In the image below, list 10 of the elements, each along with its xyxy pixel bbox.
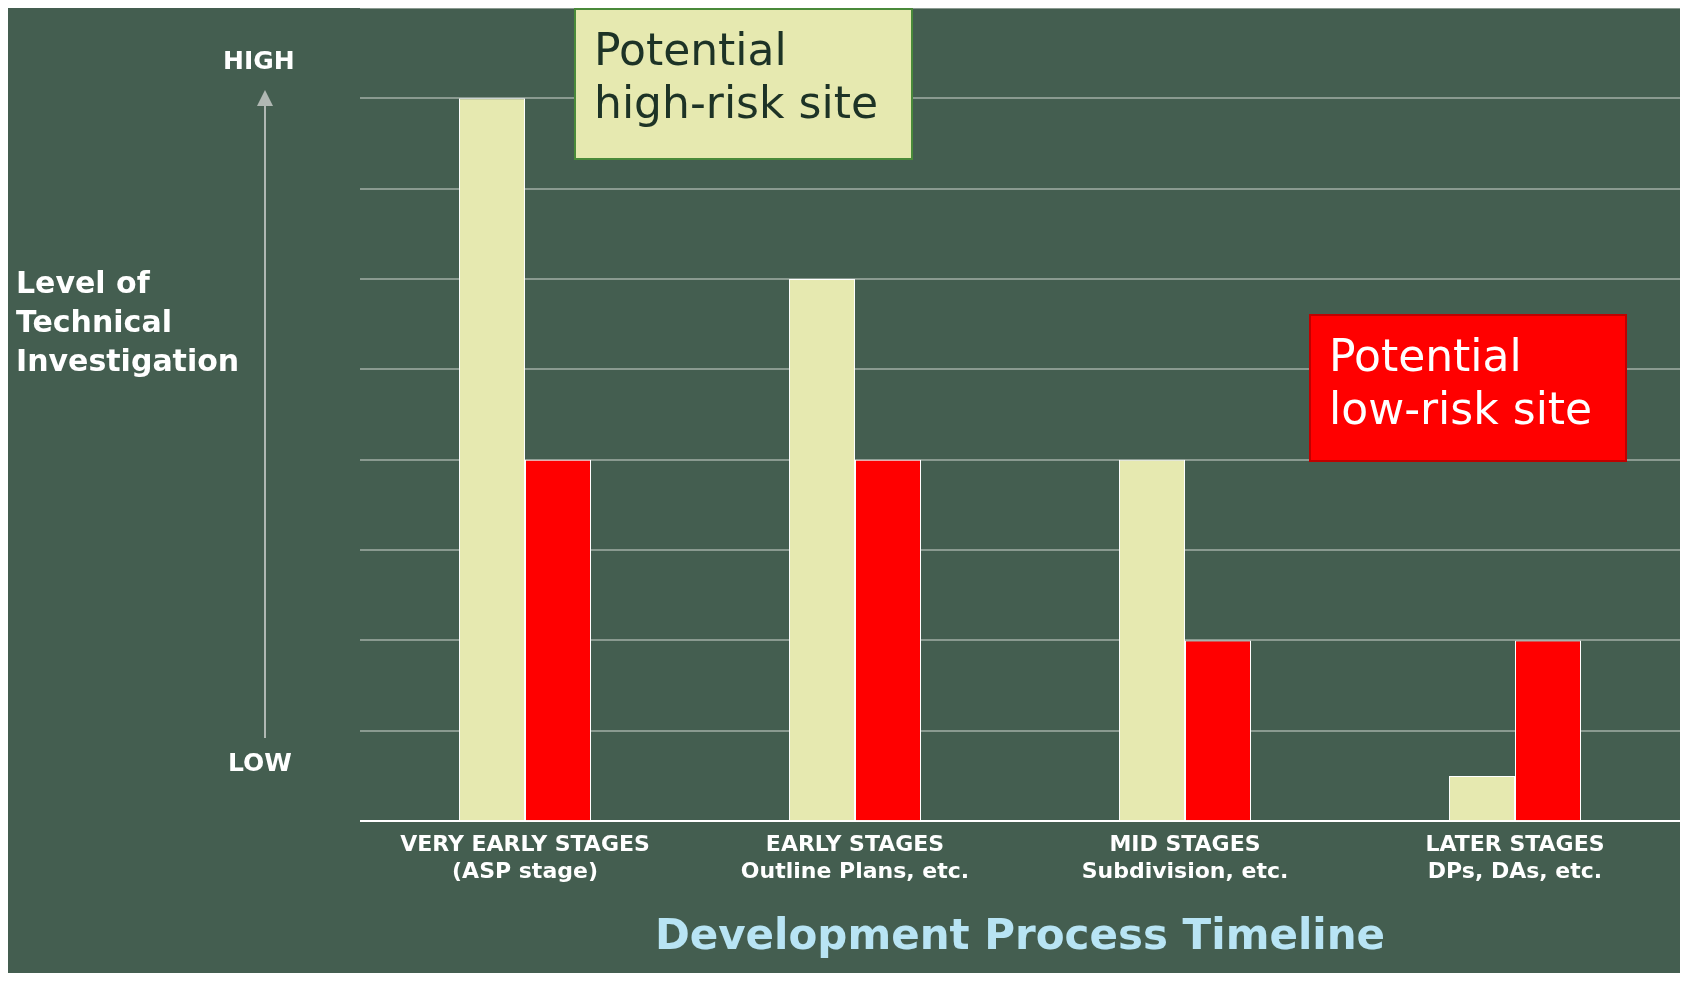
x-tick-label: LATER STAGES DPs, DAs, etc. [1425,831,1605,883]
text: LOW [228,748,292,777]
x-tick-label: VERY EARLY STAGES (ASP stage) [400,831,650,883]
x-axis-title: Development Process Timeline [653,909,1387,961]
x-tick-label: EARLY STAGES Outline Plans, etc. [740,831,970,883]
x-tick-label: MID STAGES Subdivision, etc. [1081,831,1289,883]
text: Potential low-risk site [1309,314,1627,462]
series-label: Potential high-risk site [574,8,913,160]
text: HIGH [223,46,295,75]
y-axis-title: Level of Technical Investigation [16,264,241,380]
